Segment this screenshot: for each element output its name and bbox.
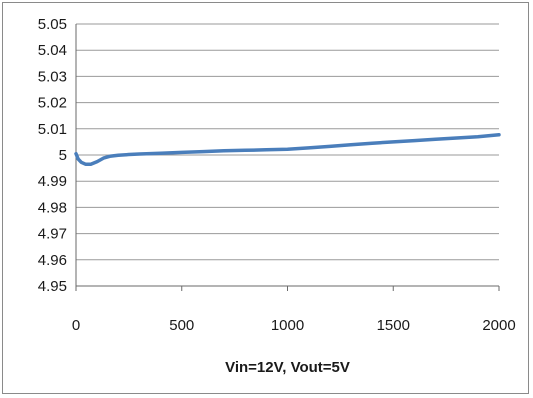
y-tick-label: 5 [59,147,67,164]
y-tick-label: 5.05 [38,16,67,33]
x-tick-label: 2000 [482,317,515,334]
y-tick-labels: 5.05 5.04 5.03 5.02 5.01 5 4.99 4.98 4.97 4.96 4.9… [38,16,67,295]
x-tick-labels: 0 500 1000 1500 2000 [72,317,516,334]
x-axis-label: Vin=12V, Vout=5V [225,359,350,376]
y-tick-label: 5.04 [38,42,67,59]
y-tick-label: 4.95 [38,278,67,295]
y-tick-label: 4.98 [38,199,67,216]
y-tick-label: 4.99 [38,173,67,190]
series-line [74,133,501,166]
y-tick-label: 5.03 [38,68,67,85]
y-tick-label: 4.96 [38,252,67,269]
chart-frame [2,2,529,394]
x-tick-label: 1000 [271,317,304,334]
y-tick-label: 4.97 [38,226,67,243]
x-tick-label: 1500 [377,317,410,334]
gridlines [75,23,500,291]
y-tick-label: 5.01 [38,121,67,138]
x-tick-label: 0 [72,317,80,334]
y-tick-label: 5.02 [38,95,67,112]
x-tick-label: 500 [169,317,194,334]
series-group [74,133,501,166]
